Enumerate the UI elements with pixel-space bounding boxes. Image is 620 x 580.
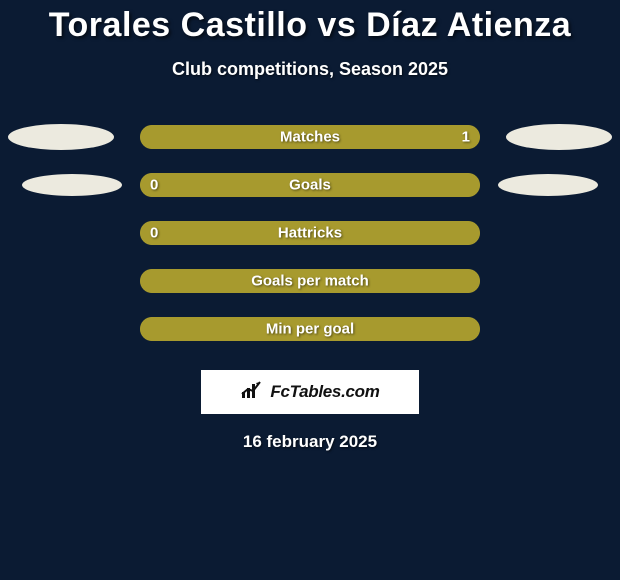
chart-icon	[240, 380, 264, 405]
stat-bar: Goals per match	[140, 269, 480, 293]
logo-box: FcTables.com	[201, 370, 419, 414]
stat-row: Hattricks0	[0, 220, 620, 246]
content: Torales Castillo vs Díaz Atienza Club co…	[0, 0, 620, 580]
stat-bar: Goals0	[140, 173, 480, 197]
stat-rows: Matches1Goals0Hattricks0Goals per matchM…	[0, 124, 620, 342]
stat-row: Min per goal	[0, 316, 620, 342]
logo-text: FcTables.com	[270, 382, 379, 402]
subtitle: Club competitions, Season 2025	[0, 59, 620, 80]
stat-label: Min per goal	[140, 321, 480, 338]
date-label: 16 february 2025	[0, 432, 620, 452]
stat-label: Goals	[140, 177, 480, 194]
stat-label: Goals per match	[140, 273, 480, 290]
stat-bar: Hattricks0	[140, 221, 480, 245]
stat-label: Matches	[140, 129, 480, 146]
stat-bar: Matches1	[140, 125, 480, 149]
player-left-ellipse	[22, 174, 122, 196]
stat-row: Matches1	[0, 124, 620, 150]
stat-value-left: 0	[150, 225, 158, 242]
stat-value-left: 0	[150, 177, 158, 194]
player-left-ellipse	[8, 124, 114, 150]
stat-label: Hattricks	[140, 225, 480, 242]
page-title: Torales Castillo vs Díaz Atienza	[0, 6, 620, 45]
player-right-ellipse	[506, 124, 612, 150]
stat-bar: Min per goal	[140, 317, 480, 341]
stat-value-right: 1	[462, 129, 470, 146]
stat-row: Goals0	[0, 172, 620, 198]
player-right-ellipse	[498, 174, 598, 196]
stat-row: Goals per match	[0, 268, 620, 294]
